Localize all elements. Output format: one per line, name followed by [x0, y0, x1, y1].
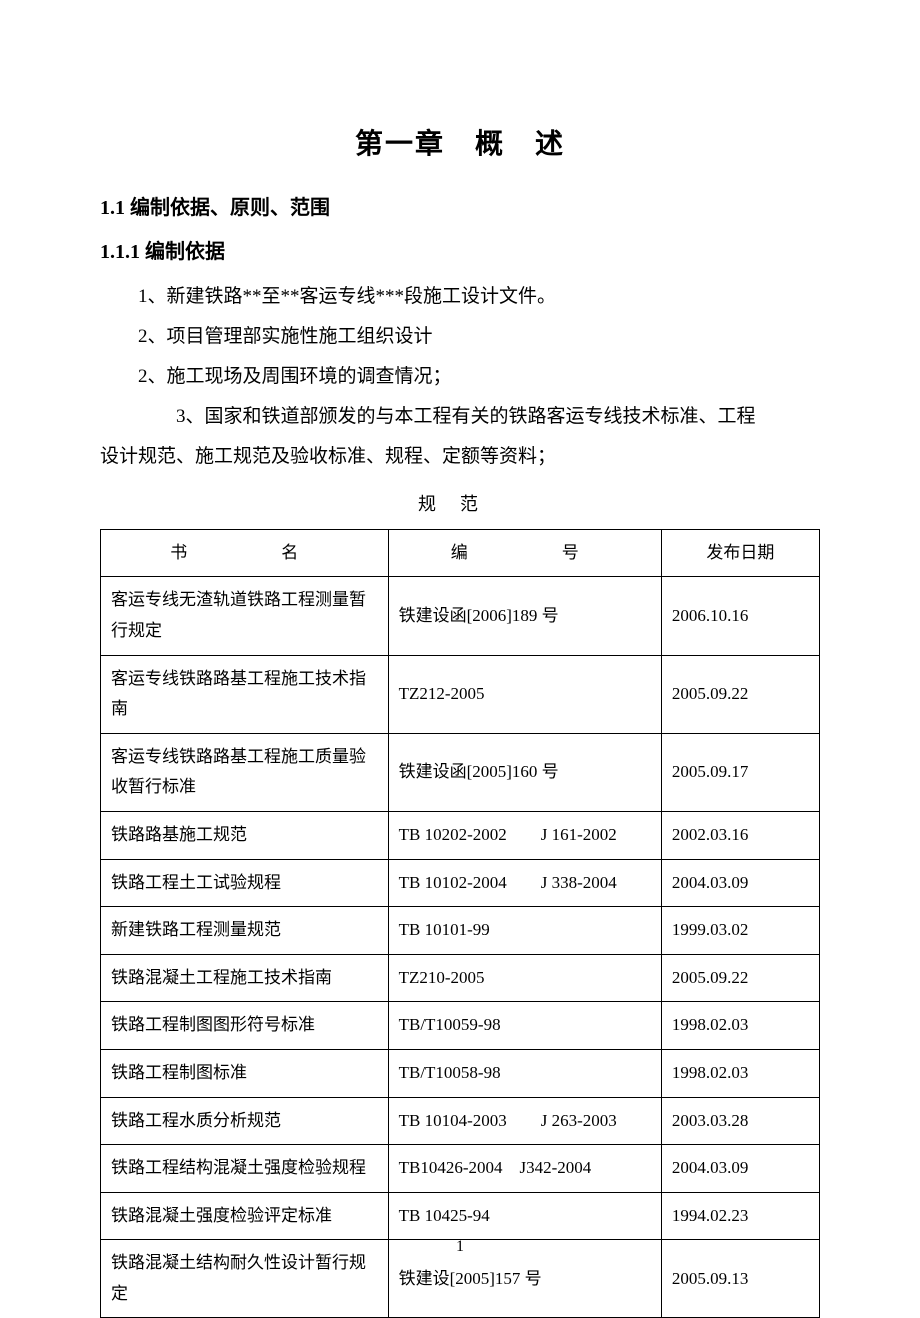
cell-date: 2002.03.16 — [661, 811, 819, 859]
cell-name: 铁路工程水质分析规范 — [101, 1097, 389, 1145]
cell-name: 客运专线无渣轨道铁路工程测量暂行规定 — [101, 577, 389, 655]
cell-code: TB 10202-2002 J 161-2002 — [388, 811, 661, 859]
cell-name: 客运专线铁路路基工程施工质量验收暂行标准 — [101, 733, 389, 811]
cell-code: 铁建设函[2006]189 号 — [388, 577, 661, 655]
cell-code: TB 10104-2003 J 263-2003 — [388, 1097, 661, 1145]
cell-code: TB/T10058-98 — [388, 1049, 661, 1097]
cell-date: 2005.09.22 — [661, 655, 819, 733]
cell-date: 2006.10.16 — [661, 577, 819, 655]
table-row: 铁路工程土工试验规程TB 10102-2004 J 338-20042004.0… — [101, 859, 820, 907]
header-code: 编 号 — [388, 529, 661, 577]
cell-date: 2004.03.09 — [661, 1145, 819, 1193]
cell-code: TZ210-2005 — [388, 954, 661, 1002]
table-row: 新建铁路工程测量规范TB 10101-991999.03.02 — [101, 907, 820, 955]
chapter-title: 第一章 概 述 — [100, 120, 820, 170]
section-heading-1-1-1: 1.1.1 编制依据 — [100, 234, 820, 270]
table-row: 铁路路基施工规范TB 10202-2002 J 161-20022002.03.… — [101, 811, 820, 859]
paragraph-4-line2: 设计规范、施工规范及验收标准、规程、定额等资料； — [100, 438, 820, 476]
cell-date: 2004.03.09 — [661, 859, 819, 907]
cell-date: 1994.02.23 — [661, 1192, 819, 1240]
cell-date: 1998.02.03 — [661, 1002, 819, 1050]
cell-date: 2005.09.13 — [661, 1240, 819, 1318]
table-title: 规范 — [100, 488, 820, 520]
table-row: 铁路工程制图标准TB/T10058-981998.02.03 — [101, 1049, 820, 1097]
cell-name: 客运专线铁路路基工程施工技术指南 — [101, 655, 389, 733]
cell-date: 1998.02.03 — [661, 1049, 819, 1097]
cell-code: TB 10102-2004 J 338-2004 — [388, 859, 661, 907]
cell-name: 铁路混凝土结构耐久性设计暂行规定 — [101, 1240, 389, 1318]
table-row: 铁路工程水质分析规范TB 10104-2003 J 263-20032003.0… — [101, 1097, 820, 1145]
cell-code: TB10426-2004 J342-2004 — [388, 1145, 661, 1193]
cell-code: TB 10101-99 — [388, 907, 661, 955]
table-row: 铁路混凝土工程施工技术指南TZ210-20052005.09.22 — [101, 954, 820, 1002]
cell-name: 铁路混凝土强度检验评定标准 — [101, 1192, 389, 1240]
cell-code: TZ212-2005 — [388, 655, 661, 733]
header-date: 发布日期 — [661, 529, 819, 577]
cell-code: TB 10425-94 — [388, 1192, 661, 1240]
cell-date: 1999.03.02 — [661, 907, 819, 955]
cell-name: 铁路混凝土工程施工技术指南 — [101, 954, 389, 1002]
table-row: 客运专线无渣轨道铁路工程测量暂行规定铁建设函[2006]189 号2006.10… — [101, 577, 820, 655]
cell-code: 铁建设函[2005]160 号 — [388, 733, 661, 811]
header-name: 书 名 — [101, 529, 389, 577]
cell-date: 2003.03.28 — [661, 1097, 819, 1145]
cell-name: 新建铁路工程测量规范 — [101, 907, 389, 955]
paragraph-2: 2、项目管理部实施性施工组织设计 — [100, 318, 820, 356]
section-heading-1-1: 1.1 编制依据、原则、范围 — [100, 190, 820, 226]
page-number: 1 — [456, 1233, 464, 1262]
cell-name: 铁路工程制图图形符号标准 — [101, 1002, 389, 1050]
paragraph-3: 2、施工现场及周围环境的调查情况； — [100, 358, 820, 396]
cell-code: TB/T10059-98 — [388, 1002, 661, 1050]
paragraph-1: 1、新建铁路**至**客运专线***段施工设计文件。 — [100, 278, 820, 316]
cell-name: 铁路工程制图标准 — [101, 1049, 389, 1097]
standards-table: 书 名 编 号 发布日期 客运专线无渣轨道铁路工程测量暂行规定铁建设函[2006… — [100, 529, 820, 1318]
cell-name: 铁路工程土工试验规程 — [101, 859, 389, 907]
table-row: 铁路工程制图图形符号标准TB/T10059-981998.02.03 — [101, 1002, 820, 1050]
table-row: 客运专线铁路路基工程施工质量验收暂行标准铁建设函[2005]160 号2005.… — [101, 733, 820, 811]
cell-name: 铁路工程结构混凝土强度检验规程 — [101, 1145, 389, 1193]
table-row: 铁路工程结构混凝土强度检验规程TB10426-2004 J342-2004200… — [101, 1145, 820, 1193]
table-row: 客运专线铁路路基工程施工技术指南TZ212-20052005.09.22 — [101, 655, 820, 733]
cell-name: 铁路路基施工规范 — [101, 811, 389, 859]
table-header-row: 书 名 编 号 发布日期 — [101, 529, 820, 577]
cell-date: 2005.09.17 — [661, 733, 819, 811]
cell-date: 2005.09.22 — [661, 954, 819, 1002]
cell-code: 铁建设[2005]157 号 — [388, 1240, 661, 1318]
paragraph-4-line1: 3、国家和铁道部颁发的与本工程有关的铁路客运专线技术标准、工程 — [100, 398, 820, 436]
